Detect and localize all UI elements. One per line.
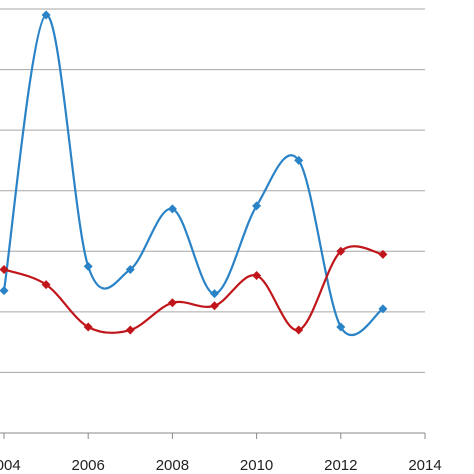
- series-1-point: [83, 261, 93, 271]
- series-2-point: [378, 249, 388, 259]
- series-2-point: [210, 301, 219, 311]
- x-axis-tick-labels: 2004 2006 2008 2010 2012 2014: [0, 457, 442, 474]
- series-1-point: [0, 286, 9, 296]
- series-2-point: [252, 271, 262, 281]
- series-1-point: [125, 264, 135, 274]
- series-2-point: [83, 322, 93, 332]
- series-2-line: [3, 245, 384, 334]
- series-2-point: [167, 298, 177, 308]
- series-2-point: [294, 325, 304, 335]
- series-2-point: [125, 325, 135, 335]
- series-1-point: [210, 289, 219, 299]
- x-axis-ticks: [3, 433, 426, 439]
- series-2-point: [41, 280, 51, 290]
- x-tick-label: 2006: [72, 457, 105, 474]
- series-1-point: [167, 204, 177, 214]
- x-tick-label: 2004: [0, 457, 21, 474]
- series-2-point: [0, 264, 9, 274]
- series-1: [0, 10, 388, 336]
- series-1-point: [41, 10, 51, 20]
- x-tick-label: 2010: [240, 457, 273, 474]
- series-1-point: [252, 201, 262, 211]
- x-tick-label: 2012: [324, 457, 357, 474]
- series-2-point: [336, 246, 346, 256]
- series-1-point: [336, 322, 346, 332]
- series-1-point: [378, 304, 388, 314]
- series-1-line: [2, 13, 384, 336]
- series-1-point: [294, 155, 304, 165]
- series-2: [0, 245, 388, 335]
- x-tick-label: 2008: [156, 457, 189, 474]
- x-tick-label: 2014: [408, 457, 441, 474]
- series-group: [0, 10, 388, 336]
- gridlines: [0, 8, 425, 373]
